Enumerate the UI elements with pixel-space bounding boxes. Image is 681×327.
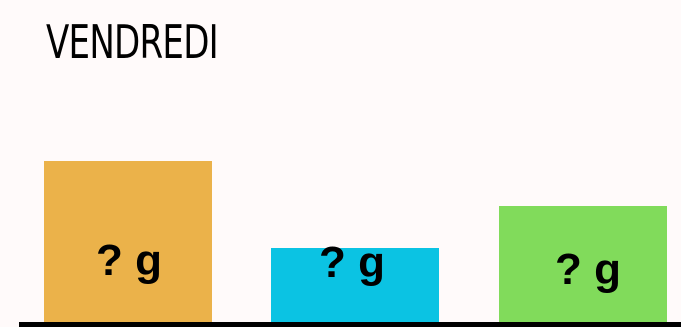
weight-label-1: ? g <box>96 236 162 285</box>
weight-label-3: ? g <box>555 245 621 294</box>
baseline-divider <box>19 322 681 327</box>
weight-label-2: ? g <box>319 238 385 287</box>
weight-block-3: ? g <box>499 206 667 327</box>
page-title: VENDREDI <box>46 15 219 69</box>
weight-block-1: ? g <box>44 161 212 327</box>
weight-block-2: ? g <box>271 241 439 327</box>
